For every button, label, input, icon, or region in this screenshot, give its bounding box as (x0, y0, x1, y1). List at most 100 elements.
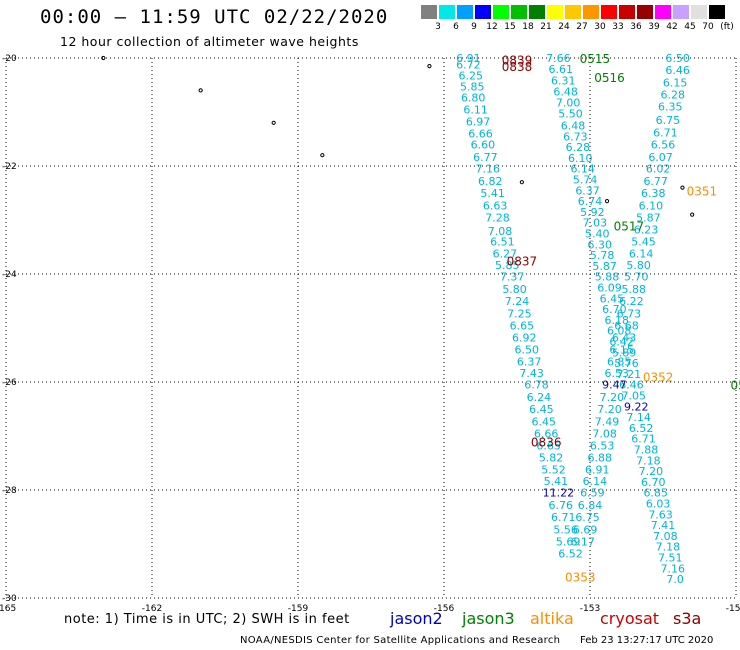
wave-height-point: 7.66 (546, 52, 571, 65)
wave-height-point: 7.08 (488, 225, 513, 238)
wave-height-point: 6.28 (566, 141, 591, 154)
scale-label: 12 (486, 22, 498, 32)
scale-swatch (421, 5, 437, 19)
wave-height-point: 7.18 (636, 454, 661, 467)
wave-height-point: 5.82 (539, 452, 564, 465)
wave-height-point: 7.16 (660, 562, 685, 575)
wave-height-point: 7.24 (505, 295, 530, 308)
scale-label: 42 (666, 22, 678, 32)
pass-time-label: 0351 (687, 184, 718, 198)
wave-height-point: 6.45 (600, 292, 625, 305)
wave-height-point: 6.30 (587, 238, 612, 251)
island-marker (427, 64, 432, 69)
wave-height-point: 6.53 (605, 367, 630, 380)
wave-height-point: 6.22 (619, 295, 644, 308)
wave-height-point: 5.69 (556, 535, 581, 548)
pass-time-label: 0353 (565, 570, 596, 584)
wave-height-point: 6.03 (646, 498, 671, 511)
wave-height-point: 5.92 (580, 206, 605, 219)
island-marker (101, 55, 106, 61)
wave-height-point: 5.80 (626, 259, 651, 272)
chart-title: 00:00 — 11:59 UTC 02/22/2020 (40, 6, 389, 28)
scale-swatch (493, 5, 509, 19)
pass-time-label: 0837 (507, 255, 538, 269)
scale-swatch (655, 5, 671, 19)
wave-height-point: 6.37 (575, 184, 600, 197)
wave-height-point: 7.18 (656, 541, 681, 554)
scale-label: 27 (576, 22, 588, 32)
wave-height-point: 9.22 (624, 400, 649, 413)
wave-height-point: 6.72 (456, 58, 481, 71)
wave-height-point: 6.07 (648, 151, 673, 164)
wave-height-point: 6.25 (459, 69, 484, 82)
wave-height-point: 5.52 (541, 463, 566, 476)
wave-height-point: 6.46 (619, 379, 644, 392)
wave-height-point: 7.63 (648, 508, 673, 521)
y-tick-label: -20 (2, 54, 17, 64)
scale-label: 18 (522, 22, 534, 32)
wave-height-point: 6.51 (490, 236, 515, 249)
scale-label: 39 (648, 22, 660, 32)
wave-height-point: 6.15 (609, 344, 634, 357)
island-marker (680, 185, 685, 190)
scale-swatch (709, 5, 725, 19)
scale-label: 3 (435, 22, 441, 32)
wave-height-point: 7.00 (556, 96, 581, 109)
wave-height-point: 9.47 (602, 379, 627, 392)
wave-height-point: 6.73 (617, 307, 642, 320)
wave-height-point: 7.51 (658, 552, 683, 565)
pass-time-label: 0836 (531, 435, 562, 449)
wave-height-point: 6.66 (534, 427, 559, 440)
x-tick-label: -153 (580, 604, 600, 614)
wave-height-point: 6.53 (590, 440, 615, 453)
y-tick-label: -30 (2, 594, 17, 604)
scale-swatch (601, 5, 617, 19)
scale-swatch (619, 5, 635, 19)
island-marker (604, 199, 610, 204)
scale-swatch (691, 5, 707, 19)
pass-time-label: 0515 (580, 52, 611, 66)
chart-subtitle: 12 hour collection of altimeter wave hei… (60, 34, 359, 49)
wave-height-point: 6.45 (529, 403, 554, 416)
wave-height-point: 6.27 (493, 247, 518, 260)
wave-height-point: 7.08 (592, 427, 617, 440)
wave-height-point: 6.61 (549, 63, 574, 76)
wave-height-point: 6.35 (658, 101, 683, 114)
wave-height-point: 5.87 (636, 211, 661, 224)
wave-height-point: 6.69 (573, 523, 598, 536)
wave-height-point: 6.52 (629, 422, 654, 435)
wave-height-point: 5.40 (585, 228, 610, 241)
wave-height-point: 6.28 (660, 89, 685, 102)
wave-height-point: 6.11 (463, 103, 488, 116)
y-tick-label: -28 (2, 486, 17, 496)
wave-height-point: 6.14 (583, 475, 608, 488)
footer-credit: NOAA/NESDIS Center for Satellite Applica… (240, 635, 561, 646)
wave-height-point: 6.52 (558, 548, 583, 561)
wave-height-point: 6.09 (597, 282, 622, 295)
wave-height-point: 6.92 (512, 332, 537, 345)
wave-height-point: 6.15 (663, 76, 688, 89)
y-tick-label: -24 (2, 270, 17, 280)
wave-height-point: 6.10 (568, 152, 593, 165)
wave-height-point: 5.74 (573, 174, 598, 187)
wave-height-point: 5.70 (624, 271, 649, 284)
wave-height-point: 5.76 (614, 357, 639, 370)
wave-height-point: 7.28 (485, 211, 510, 224)
wave-height-point: 6.18 (605, 314, 630, 327)
wave-height-point: 7.14 (626, 411, 651, 424)
wave-height-point: 5.88 (622, 283, 647, 296)
wave-height-point: 5.89 (612, 346, 637, 359)
wave-height-point: 5.50 (558, 108, 583, 121)
wave-height-point: 6.91 (456, 52, 481, 65)
island-marker (519, 180, 524, 185)
wave-height-point: 7.21 (617, 368, 642, 381)
wave-height-point: 7.08 (653, 530, 678, 543)
wave-height-point: 7.41 (651, 519, 676, 532)
wave-height-point: 11.22 (543, 487, 575, 500)
wave-height-point: 6.70 (602, 303, 627, 316)
wave-height-point: 6.76 (549, 499, 574, 512)
wave-height-point: 5.56 (553, 523, 578, 536)
wave-height-point: 5.88 (595, 271, 620, 284)
wave-height-point: 5.85 (460, 81, 485, 94)
